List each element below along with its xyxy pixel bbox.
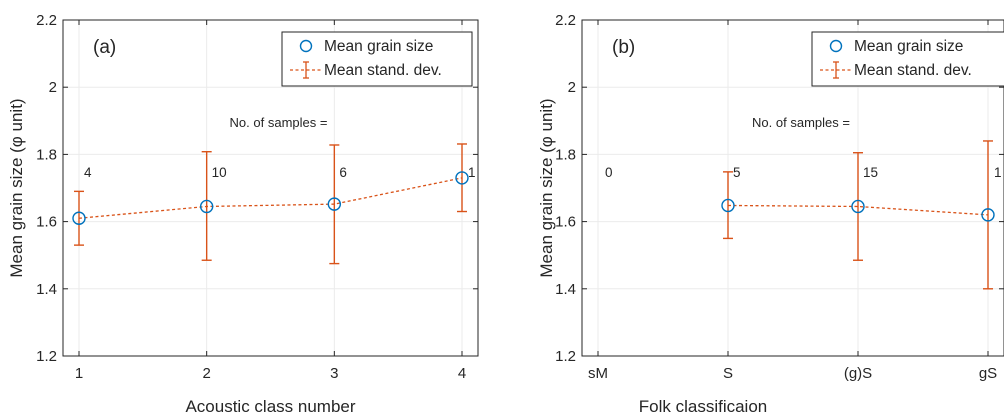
data-point <box>199 199 214 214</box>
y-axis-label: Mean grain size (φ unit) <box>537 98 556 277</box>
sample-count: 6 <box>339 165 347 180</box>
y-tick-label: 2.2 <box>36 12 57 29</box>
data-point <box>455 171 469 185</box>
y-tick-label: 1.2 <box>555 348 576 365</box>
y-tick-label: 2 <box>568 79 576 96</box>
mean-line <box>727 204 989 216</box>
legend: Mean grain size Mean stand. dev. <box>811 31 1004 87</box>
panel-label: (b) <box>612 37 635 58</box>
y-tick-label: 1.8 <box>36 146 57 163</box>
legend-entry: Mean stand. dev. <box>324 62 442 79</box>
y-tick-label: 1.4 <box>555 281 576 298</box>
x-tick-label: gS <box>979 365 997 382</box>
sample-count: 5 <box>733 165 741 180</box>
data-point <box>72 211 86 225</box>
axes-box <box>62 19 479 357</box>
x-tick-label: 4 <box>458 365 466 382</box>
x-axis-label: Folk classificaion <box>639 397 768 416</box>
y-tick-label: 1.6 <box>555 214 576 231</box>
sample-count: 0 <box>605 165 613 180</box>
axes-box <box>581 19 1004 357</box>
data-point <box>981 208 995 222</box>
panel-1: 1.2 1.4 1.6 1.8 2 2.2 1 2 3 4 Acoustic class numbe… <box>7 12 479 416</box>
sample-count: 1 <box>994 165 1002 180</box>
x-tick-label: (g)S <box>844 365 872 382</box>
samples-annotation: No. of samples = <box>752 115 850 130</box>
x-tick-label: sM <box>588 365 608 382</box>
y-axis-label: Mean grain size (φ unit) <box>7 98 26 277</box>
legend-marker-icon <box>829 39 843 53</box>
data-point <box>721 198 735 213</box>
data-point <box>851 199 865 214</box>
legend-marker-icon <box>299 39 313 53</box>
y-tick-label: 1.6 <box>36 214 57 231</box>
x-tick-label: S <box>723 365 733 382</box>
mean-line <box>78 177 463 219</box>
legend-box <box>281 31 473 87</box>
y-tick-label: 1.2 <box>36 348 57 365</box>
legend-entry: Mean stand. dev. <box>854 62 972 79</box>
y-tick-label: 2 <box>49 79 57 96</box>
sample-count: 15 <box>863 165 878 180</box>
legend-box <box>811 31 1004 87</box>
sample-count: 1 <box>468 165 476 180</box>
y-tick-label: 2.2 <box>555 12 576 29</box>
y-tick-label: 1.8 <box>555 146 576 163</box>
samples-annotation: No. of samples = <box>230 115 328 130</box>
legend: Mean grain size Mean stand. dev. <box>281 31 473 87</box>
legend-entry: Mean grain size <box>854 38 963 55</box>
x-axis-label: Acoustic class number <box>185 397 355 416</box>
sample-count: 10 <box>212 165 227 180</box>
sample-count: 4 <box>84 165 92 180</box>
x-tick-label: 2 <box>202 365 210 382</box>
x-tick-label: 3 <box>330 365 338 382</box>
y-tick-label: 1.4 <box>36 281 57 298</box>
panel-label: (a) <box>93 37 116 58</box>
x-tick-label: 1 <box>75 365 83 382</box>
panel-2: 1.2 1.4 1.6 1.8 2 2.2 sM S (g)S gS Folk classifica… <box>537 12 1004 416</box>
legend-entry: Mean grain size <box>324 38 433 55</box>
data-point <box>327 197 342 211</box>
